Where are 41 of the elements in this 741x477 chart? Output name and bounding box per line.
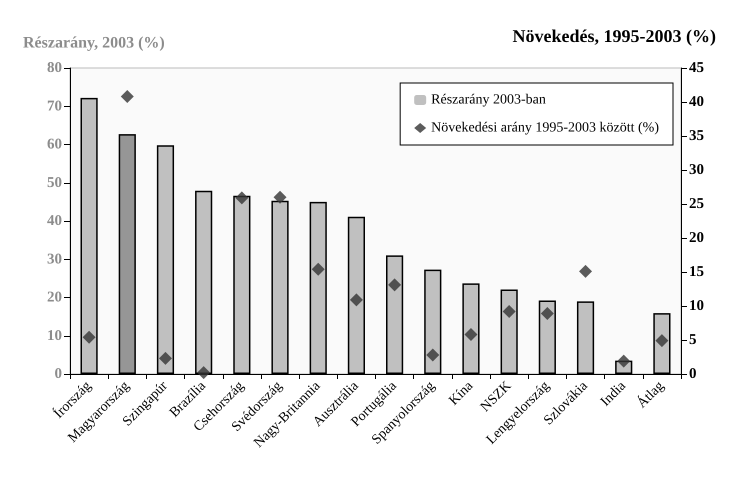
y-tick-label: 70 — [47, 98, 62, 114]
y-tick-label: 30 — [47, 251, 62, 268]
y2-tick-label: 0 — [689, 366, 696, 382]
legend-label: Növekedési arány 1995-2003 között (%) — [431, 120, 660, 136]
point — [655, 334, 668, 348]
y-tick-label: 10 — [47, 328, 62, 344]
point — [464, 328, 478, 342]
point — [617, 354, 630, 368]
y2-tick-label: 5 — [689, 332, 696, 348]
y-tick-label: 60 — [47, 136, 62, 152]
y-tick-label: 50 — [47, 174, 62, 191]
y-axis-title: Részarány, 2003 (%) — [23, 34, 165, 52]
x-tick-label: India — [598, 378, 630, 410]
point — [579, 264, 592, 278]
point — [235, 191, 248, 204]
y-tick-label: 20 — [47, 290, 62, 306]
point — [540, 306, 554, 320]
y2-tick-label: 10 — [689, 298, 704, 314]
y2-tick-label: 20 — [689, 230, 704, 246]
point — [350, 293, 363, 306]
point — [82, 330, 96, 344]
y-tick-label: 0 — [54, 366, 62, 382]
x-tick-label: Kína — [446, 378, 477, 409]
point — [388, 278, 402, 292]
y2-tick-label: 25 — [689, 196, 704, 212]
y-tick-label: 80 — [47, 60, 62, 76]
point — [197, 366, 210, 380]
point — [502, 304, 516, 318]
legend-label: Részarány 2003-ban — [431, 92, 546, 108]
y2-tick-label: 15 — [689, 264, 704, 280]
y2-tick-label: 40 — [689, 94, 704, 110]
point — [120, 90, 134, 104]
y2-tick-label: 35 — [689, 128, 704, 144]
y2-tick-label: 30 — [689, 162, 704, 178]
y2-tick-label: 45 — [689, 60, 704, 76]
point — [158, 352, 172, 365]
y-tick-label: 40 — [47, 213, 62, 229]
point — [274, 190, 287, 204]
point — [312, 262, 325, 276]
point — [426, 348, 440, 362]
y2-axis-title: Növekedés, 1995-2003 (%) — [512, 26, 716, 46]
